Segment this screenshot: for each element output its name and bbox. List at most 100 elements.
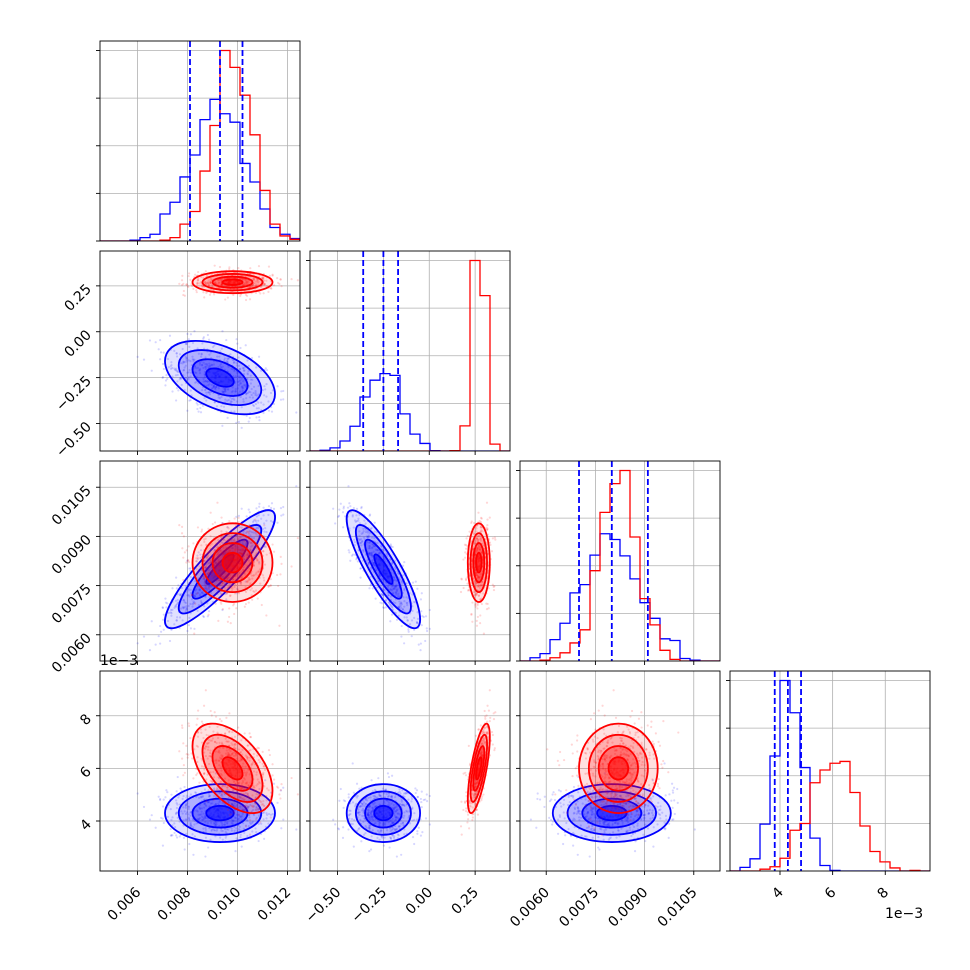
scatter-point: [218, 783, 221, 786]
scatter-point: [209, 282, 212, 285]
scatter-point: [251, 808, 255, 812]
scatter-point: [271, 273, 274, 276]
scatter-point: [200, 591, 204, 594]
scatter-point: [381, 594, 385, 597]
scatter-point: [351, 515, 354, 518]
scatter-point: [224, 551, 227, 555]
scatter-point: [353, 541, 356, 544]
scatter-point: [401, 789, 404, 792]
scatter-point: [239, 786, 242, 790]
scatter-point: [176, 380, 179, 383]
scatter-point: [257, 758, 260, 762]
scatter-point: [219, 279, 222, 282]
scatter-point: [233, 811, 236, 814]
scatter-point: [220, 741, 224, 744]
scatter-point: [372, 544, 376, 548]
scatter-point: [263, 563, 267, 566]
scatter-point: [200, 815, 204, 818]
scatter-point: [223, 803, 226, 806]
scatter-point: [201, 363, 204, 366]
scatter-point: [239, 536, 242, 539]
scatter-point: [185, 357, 189, 360]
scatter-point: [161, 606, 165, 609]
scatter-point: [246, 556, 249, 559]
scatter-point: [369, 813, 372, 816]
scatter-point: [257, 265, 261, 268]
scatter-point: [368, 531, 371, 535]
scatter-point: [226, 821, 229, 824]
scatter-point: [480, 597, 483, 600]
scatter-point: [161, 362, 165, 366]
scatter-point: [389, 558, 392, 561]
scatter-point: [208, 293, 212, 296]
scatter-point: [228, 594, 232, 597]
scatter-point: [236, 588, 239, 591]
scatter-point: [368, 541, 371, 544]
scatter-point: [230, 367, 233, 371]
scatter-point: [247, 565, 250, 568]
scatter-point: [175, 619, 178, 622]
scatter-point: [493, 585, 496, 588]
scatter-point: [220, 549, 223, 552]
scatter-point: [262, 576, 265, 579]
scatter-point: [376, 541, 379, 545]
scatter-point: [245, 804, 248, 807]
scatter-point: [241, 808, 244, 811]
scatter-point: [181, 619, 184, 622]
contour-series-0: [373, 553, 394, 585]
scatter-point: [169, 611, 172, 614]
scatter-point: [190, 752, 193, 755]
scatter-point: [170, 364, 173, 367]
scatter-point: [422, 615, 425, 619]
scatter-point: [361, 559, 364, 562]
scatter-point: [226, 728, 229, 731]
scatter-point: [199, 728, 202, 731]
scatter-point: [187, 587, 190, 591]
scatter-point: [247, 576, 250, 579]
scatter-point: [237, 574, 240, 577]
scatter-point: [422, 798, 425, 802]
scatter-point: [191, 833, 194, 836]
scatter-point: [187, 807, 190, 811]
scatter-point: [237, 521, 240, 524]
scatter-point: [342, 826, 345, 829]
scatter-point: [358, 805, 362, 808]
scatter-point: [238, 571, 241, 574]
scatter-point: [241, 386, 244, 389]
scatter-point: [204, 281, 207, 284]
scatter-point: [261, 773, 264, 776]
scatter-point: [277, 786, 280, 789]
scatter-point: [233, 735, 237, 738]
scatter-point: [359, 538, 363, 541]
scatter-point: [242, 398, 245, 401]
scatter-point: [215, 829, 218, 832]
scatter-point: [256, 558, 259, 562]
scatter-point: [464, 556, 467, 559]
scatter-point: [388, 820, 392, 823]
scatter-point: [196, 366, 200, 369]
scatter-point: [373, 536, 376, 540]
scatter-point: [238, 525, 241, 529]
scatter-point: [386, 795, 390, 798]
scatter-point: [204, 363, 207, 366]
scatter-point: [182, 607, 185, 610]
scatter-point: [243, 283, 246, 286]
scatter-point: [228, 615, 231, 619]
scatter-point: [246, 756, 249, 759]
scatter-point: [391, 822, 395, 825]
scatter-point: [179, 787, 182, 790]
scatter-point: [221, 801, 224, 804]
scatter-point: [159, 816, 163, 819]
scatter-point: [162, 613, 165, 616]
scatter-point: [378, 793, 381, 796]
scatter-point: [188, 369, 191, 372]
scatter-point: [186, 811, 189, 814]
scatter-point: [203, 814, 206, 817]
scatter-point: [159, 797, 162, 801]
scatter-point: [379, 794, 382, 798]
scatter-point: [161, 805, 165, 808]
scatter-point: [234, 752, 237, 755]
scatter-point: [182, 836, 186, 839]
scatter-point: [400, 601, 403, 604]
scatter-point: [366, 808, 369, 811]
